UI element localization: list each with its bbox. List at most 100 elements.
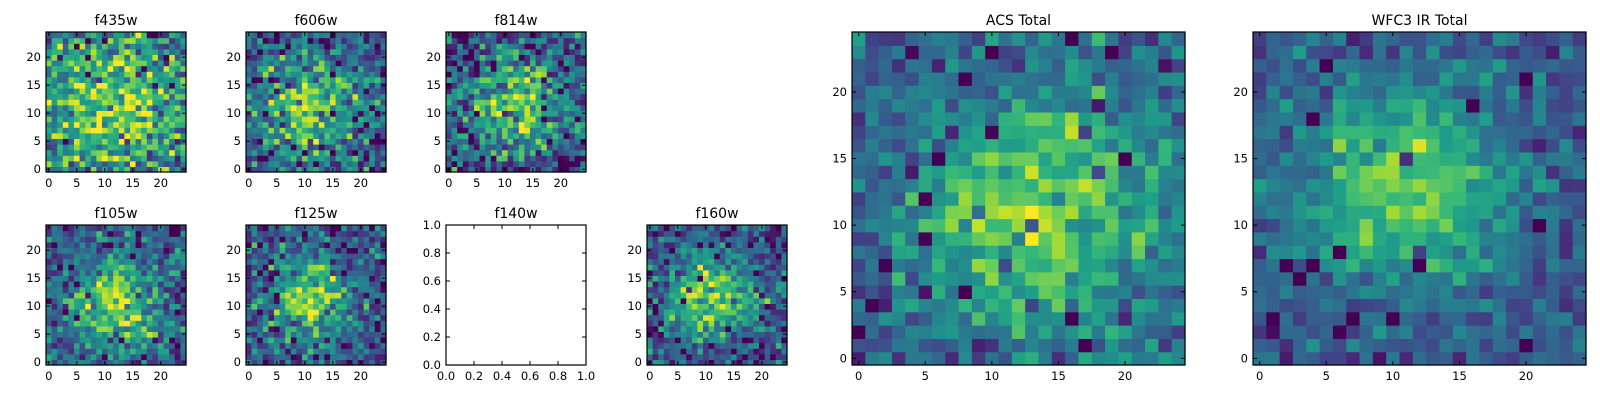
heatmap-cell [652,264,659,271]
heatmap-cell [1118,58,1133,73]
heatmap-cell [468,166,475,173]
heatmap-cell [62,353,69,360]
heatmap-cell [330,82,337,89]
heatmap-cell [1038,178,1053,193]
heatmap-cell [1372,218,1387,233]
heatmap-cell [1266,271,1281,286]
heatmap-cell [574,121,581,128]
heatmap-cell [1025,98,1040,113]
heatmap-cell [102,337,109,344]
heatmap-cell [262,230,269,237]
heatmap-cell [257,269,264,276]
heatmap-cell [1506,218,1520,233]
heatmap-cell [296,138,303,145]
heatmap-cell [569,144,576,151]
heatmap-cell [262,258,269,265]
heatmap-cell [1306,218,1321,233]
heatmap-cell [141,121,148,128]
heatmap-cell [1492,191,1507,206]
heatmap-cell [307,54,314,61]
heatmap-cell [174,258,181,265]
heatmap-cell [358,121,365,128]
heatmap-cell [1279,218,1294,233]
heatmap-cell [118,71,125,78]
heatmap-cell [524,116,531,123]
heatmap-cell [146,76,153,83]
heatmap-cell [251,99,258,106]
heatmap-cell [51,303,58,310]
heatmap-cell [268,275,275,282]
heatmap-cell [79,88,86,95]
heatmap-cell [563,149,570,156]
heatmap-cell [363,253,370,260]
heatmap-cell [580,88,587,95]
heatmap-cell [290,160,297,167]
heatmap-cell [530,116,537,123]
heatmap-cell [1038,165,1053,180]
heatmap-cell [1051,165,1066,180]
heatmap-cell [85,281,92,288]
heatmap-cell [496,127,503,134]
heatmap-cell [335,264,342,271]
heatmap-cell [118,166,125,173]
heatmap-cell [85,225,92,232]
heatmap-cell [358,82,365,89]
heatmap-cell [363,104,370,111]
heatmap-cell [369,264,376,271]
heatmap-cell [68,247,75,254]
heatmap-cell [335,236,342,243]
heatmap-cell [781,225,788,232]
heatmap-cell [535,60,542,67]
heatmap-cell [374,149,381,156]
heatmap-cell [658,269,665,276]
heatmap-cell [369,116,376,123]
heatmap-cell [290,281,297,288]
heatmap-cell [736,269,743,276]
heatmap-cell [852,338,866,353]
heatmap-cell [279,93,286,100]
heatmap-cell [290,149,297,156]
heatmap-cell [180,88,187,95]
heatmap-cell [1065,71,1080,86]
heatmap-cell [479,132,486,139]
heatmap-cell [369,314,376,321]
heatmap-cell [971,351,986,366]
heatmap-cell [775,331,782,338]
heatmap-cell [753,258,760,265]
heatmap-cell [146,88,153,95]
heatmap-cell [251,225,258,232]
heatmap-cell [146,281,153,288]
heatmap-cell [113,309,120,316]
heatmap-cell [742,320,749,327]
heatmap-cell [68,275,75,282]
heatmap-cell [279,121,286,128]
heatmap-cell [496,37,503,44]
heatmap-cell [141,292,148,299]
heatmap-cell [268,241,275,248]
heatmap-cell [313,88,320,95]
heatmap-cell [302,37,309,44]
heatmap-cell [279,359,286,366]
heatmap-cell [68,292,75,299]
heatmap-cell [285,225,292,232]
heatmap-cell [124,264,131,271]
heatmap-cell [268,54,275,61]
heatmap-cell [118,116,125,123]
heatmap-cell [124,166,131,173]
heatmap-cell [719,320,726,327]
heatmap-cell [135,297,142,304]
heatmap-cell [274,325,281,332]
heatmap-cell [180,60,187,67]
heatmap-cell [1171,125,1186,140]
heatmap-cell [313,264,320,271]
heatmap-cell [296,32,303,39]
heatmap-cell [446,99,453,106]
heatmap-cell [1158,338,1173,353]
heatmap-cell [46,353,53,360]
heatmap-cell [118,325,125,332]
heatmap-cell [163,314,170,321]
heatmap-cell [485,166,492,173]
heatmap-cell [742,331,749,338]
heatmap-cell [574,149,581,156]
heatmap-cell [1546,218,1560,233]
